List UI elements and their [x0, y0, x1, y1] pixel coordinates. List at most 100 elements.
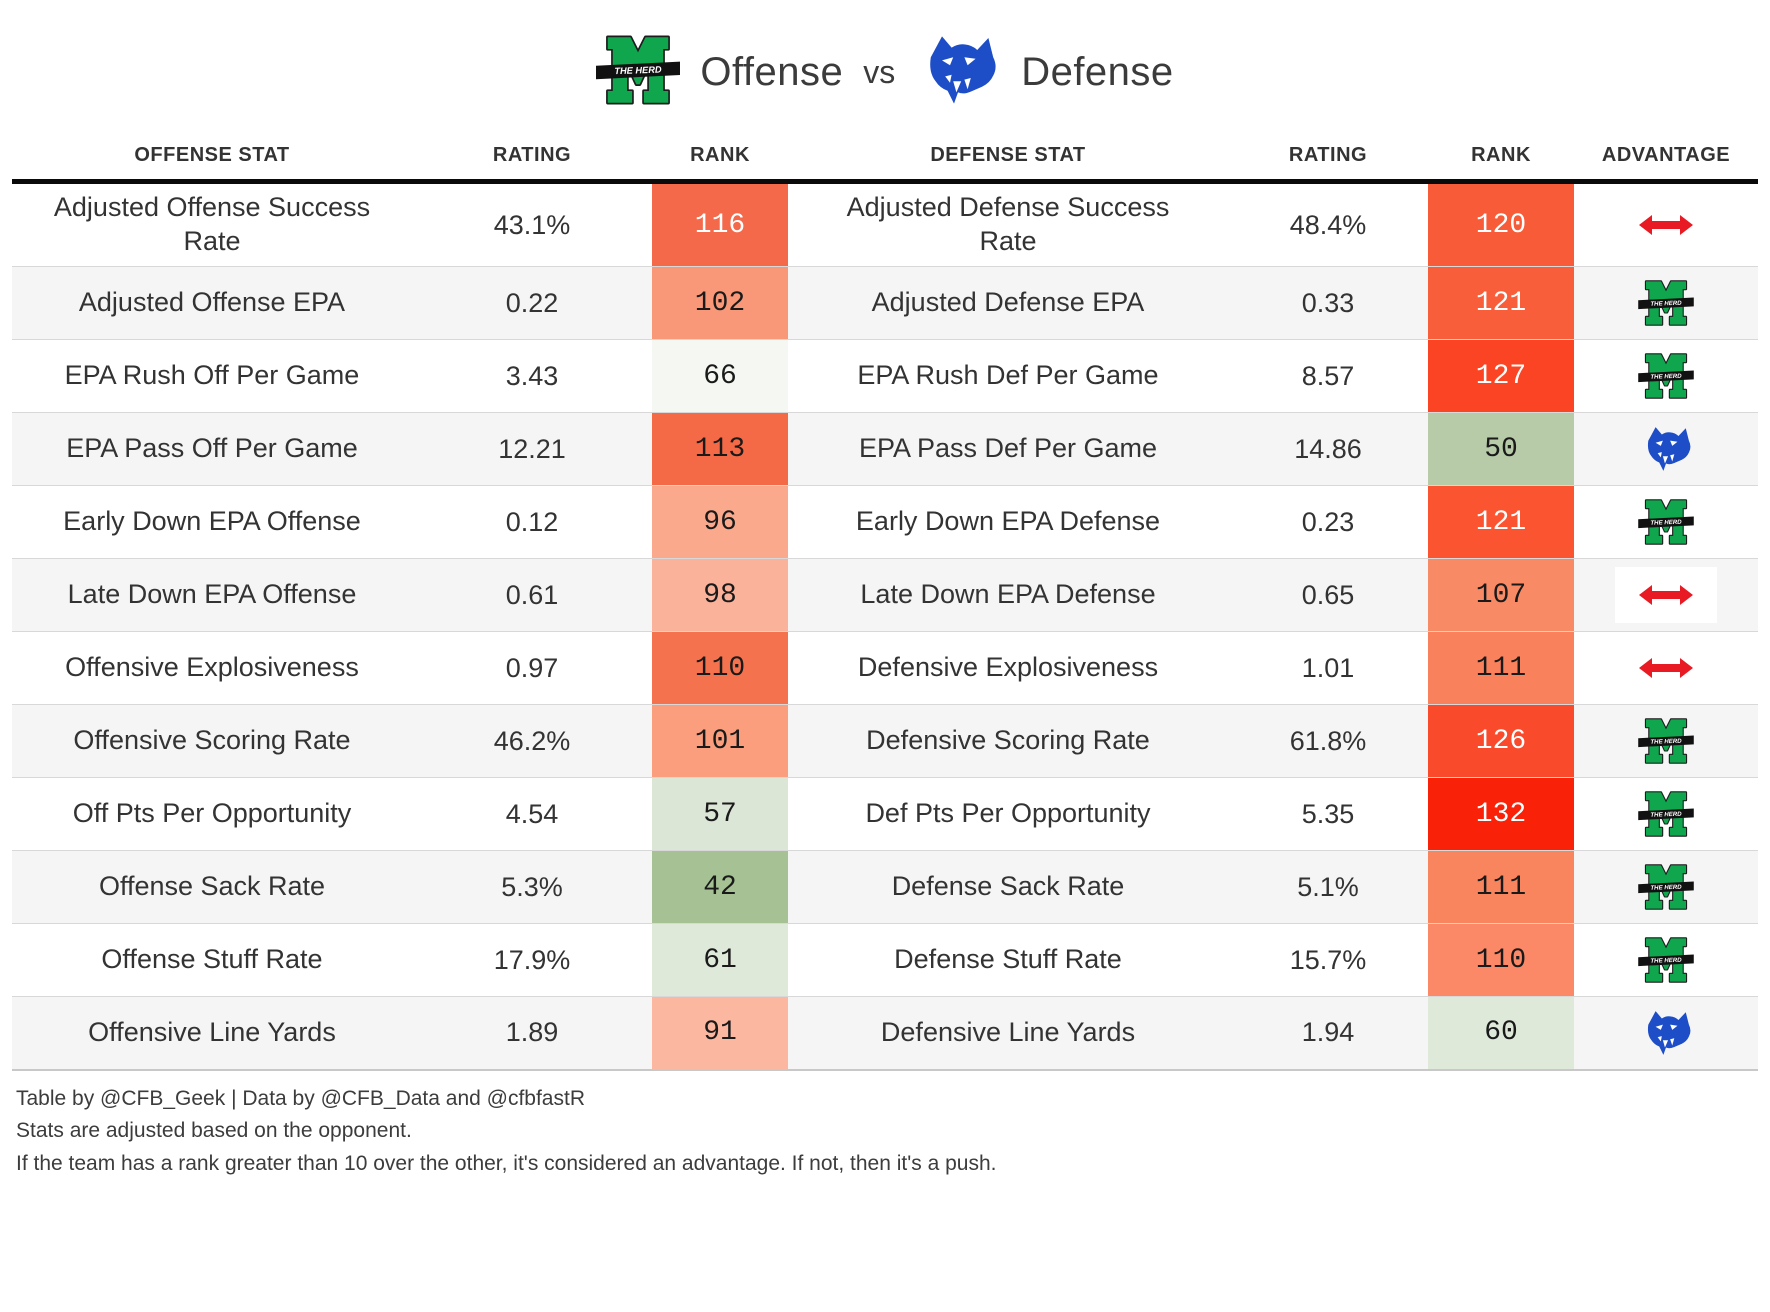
svg-text:THE HERD: THE HERD: [1650, 738, 1682, 746]
georgia-state-logo: [915, 30, 1001, 115]
advantage-push: [1575, 197, 1757, 253]
advantage-marshall: THE HERD: [1575, 789, 1757, 839]
advantage-cell: THE HERD: [1574, 704, 1758, 778]
table-row: Adjusted Offense EPA 0.22 102 Adjusted Defe…: [12, 266, 1758, 340]
advantage-marshall: THE HERD: [1575, 278, 1757, 328]
page: THE HERD Offense vs Defense OFFENSE STAT: [0, 0, 1770, 1181]
vs-label: vs: [863, 53, 896, 90]
def-rank-cell: 111: [1428, 631, 1574, 705]
advantage-cell: THE HERD: [1574, 339, 1758, 413]
off-rank-cell: 110: [652, 631, 788, 705]
credit-line: Table by @CFB_Geek | Data by @CFB_Data a…: [16, 1086, 585, 1110]
off-rating-cell: 4.54: [412, 777, 652, 851]
def-rating-cell: 0.65: [1228, 558, 1428, 632]
off-rating-cell: 0.97: [412, 631, 652, 705]
off-stat-cell: Late Down EPA Offense: [12, 558, 412, 632]
advantage-cell: THE HERD: [1574, 485, 1758, 559]
def-stat-cell: EPA Pass Def Per Game: [788, 412, 1228, 486]
advantage-cell: [1574, 631, 1758, 705]
def-stat-cell: Defensive Scoring Rate: [788, 704, 1228, 778]
off-stat-cell: Offensive Explosiveness: [12, 631, 412, 705]
def-rank-cell: 121: [1428, 266, 1574, 340]
def-rank-cell: 121: [1428, 485, 1574, 559]
offense-title-label: Offense: [700, 49, 844, 94]
push-arrow-backing: [1615, 197, 1717, 253]
col-defense-stat: DEFENSE STAT: [788, 130, 1228, 184]
table-row: Adjusted Offense Success Rate 43.1% 116 Adj…: [12, 181, 1758, 267]
def-rank-cell: 126: [1428, 704, 1574, 778]
def-rank-cell: 111: [1428, 850, 1574, 924]
off-rank-cell: 61: [652, 923, 788, 997]
defense-title-label: Defense: [1021, 49, 1174, 94]
off-stat-cell: EPA Rush Off Per Game: [12, 339, 412, 413]
push-arrow-icon: [1639, 658, 1693, 678]
advantage-cell: THE HERD: [1574, 266, 1758, 340]
table-row: Offensive Explosiveness 0.97 110 Defensive …: [12, 631, 1758, 705]
svg-text:THE HERD: THE HERD: [1650, 373, 1682, 381]
off-rating-cell: 0.61: [412, 558, 652, 632]
off-rank-cell: 91: [652, 996, 788, 1071]
table-row: Offensive Line Yards 1.89 91 Defensive Line…: [12, 996, 1758, 1071]
matchup-title: THE HERD Offense vs Defense: [0, 0, 1770, 120]
svg-text:THE HERD: THE HERD: [1650, 300, 1682, 308]
def-rating-cell: 5.1%: [1228, 850, 1428, 924]
off-rank-cell: 57: [652, 777, 788, 851]
advantage-marshall: THE HERD: [1575, 862, 1757, 912]
table-row: EPA Pass Off Per Game 12.21 113 EPA Pass De…: [12, 412, 1758, 486]
table-row: Offensive Scoring Rate 46.2% 101 Defensive …: [12, 704, 1758, 778]
off-rating-cell: 0.12: [412, 485, 652, 559]
marshall-logo-icon: THE HERD: [1638, 280, 1694, 326]
def-rating-cell: 61.8%: [1228, 704, 1428, 778]
col-defense-rank: RANK: [1428, 130, 1574, 184]
off-rating-cell: 12.21: [412, 412, 652, 486]
def-rating-cell: 48.4%: [1289, 209, 1367, 240]
def-stat-cell: Early Down EPA Defense: [788, 485, 1228, 559]
marshall-logo-icon: THE HERD: [1638, 937, 1694, 983]
georgia-state-logo-icon: [1647, 1010, 1691, 1055]
def-rating-cell: 14.86: [1228, 412, 1428, 486]
marshall-logo-icon: THE HERD: [1638, 791, 1694, 837]
svg-text:THE HERD: THE HERD: [1650, 957, 1682, 965]
off-rank-cell: 116: [652, 181, 788, 267]
push-arrow-icon: [1639, 585, 1693, 605]
marshall-logo-icon: THE HERD: [1638, 499, 1694, 545]
advantage-marshall: THE HERD: [1575, 716, 1757, 766]
def-stat-cell: Defensive Explosiveness: [788, 631, 1228, 705]
col-offense-stat: OFFENSE STAT: [12, 130, 412, 184]
off-rank-cell: 66: [652, 339, 788, 413]
def-rank-cell: 50: [1428, 412, 1574, 486]
def-rank-cell: 132: [1428, 777, 1574, 851]
def-rating-cell: 1.01: [1228, 631, 1428, 705]
advantage-rule-note: If the team has a rank greater than 10 o…: [16, 1151, 997, 1175]
def-stat-cell: Adjusted Defense Success Rate: [846, 192, 1170, 256]
off-rating-cell: 5.3%: [412, 850, 652, 924]
advantage-georgia-state: [1575, 423, 1757, 475]
off-stat-cell: Offensive Line Yards: [12, 996, 412, 1071]
advantage-cell: [1574, 558, 1758, 632]
advantage-cell: [1574, 182, 1758, 267]
off-stat-cell: Offensive Scoring Rate: [12, 704, 412, 778]
off-rating-cell: 17.9%: [412, 923, 652, 997]
def-rating-cell: 5.35: [1228, 777, 1428, 851]
footnotes: Table by @CFB_Geek | Data by @CFB_Data a…: [16, 1083, 1770, 1181]
def-rank-cell: 120: [1428, 181, 1574, 267]
advantage-cell: THE HERD: [1574, 923, 1758, 997]
svg-text:THE HERD: THE HERD: [1650, 519, 1682, 527]
off-stat-cell: Offense Sack Rate: [12, 850, 412, 924]
table-row: Off Pts Per Opportunity 4.54 57 Def Pts Per…: [12, 777, 1758, 851]
marshall-logo-icon: THE HERD: [1638, 864, 1694, 910]
def-rating-cell: 1.94: [1228, 996, 1428, 1071]
off-rank-cell: 42: [652, 850, 788, 924]
def-stat-cell: Adjusted Defense EPA: [788, 266, 1228, 340]
svg-text:THE HERD: THE HERD: [615, 64, 663, 76]
advantage-cell: [1574, 996, 1758, 1071]
marshall-logo-icon: THE HERD: [1638, 353, 1694, 399]
off-rank-cell: 113: [652, 412, 788, 486]
off-rank-cell: 102: [652, 266, 788, 340]
col-defense-rating: RATING: [1228, 130, 1428, 184]
marshall-logo: THE HERD: [596, 31, 681, 114]
stats-table: OFFENSE STAT RATING RANK DEFENSE STAT RA…: [12, 130, 1758, 1071]
off-stat-cell: Early Down EPA Offense: [12, 485, 412, 559]
def-rating-cell: 0.23: [1228, 485, 1428, 559]
off-rating-cell: 1.89: [412, 996, 652, 1071]
